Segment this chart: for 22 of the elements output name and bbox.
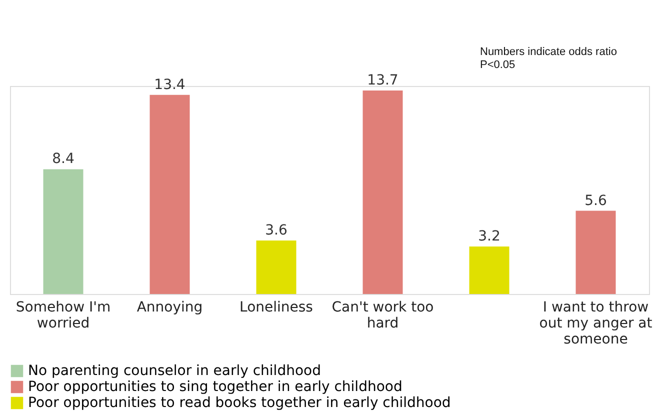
- data-label: 8.4: [52, 151, 74, 168]
- bar: [362, 90, 403, 294]
- data-label: 3.6: [265, 222, 288, 239]
- text: P<0.05: [480, 59, 516, 71]
- data-label: 13.4: [154, 76, 186, 93]
- data-label: 13.7: [367, 72, 398, 88]
- data-label: 5.6: [584, 192, 607, 209]
- data-label: 3.2: [478, 228, 500, 244]
- bar: [469, 246, 510, 294]
- legend-label: Poor opportunities to sing together in early childhood: [28, 379, 402, 395]
- x-tick-label: Loneliness: [240, 300, 313, 316]
- x-tick-label: Annoying: [136, 300, 203, 316]
- legend-label: Poor opportunities to read books together in early childhood: [28, 395, 451, 411]
- x-tick-label: Can't work too hard: [332, 300, 434, 332]
- x-tick-label: I want to throw out my anger at someone: [539, 300, 653, 348]
- x-tick-label: Somehow I'm worried: [16, 300, 111, 332]
- bar: [256, 240, 296, 294]
- bar: [150, 94, 190, 294]
- bar: [43, 169, 84, 294]
- text: Numbers indicate odds ratio: [480, 46, 617, 58]
- legend-label: No parenting counselor in early childhood: [28, 363, 321, 379]
- bar: [576, 210, 616, 294]
